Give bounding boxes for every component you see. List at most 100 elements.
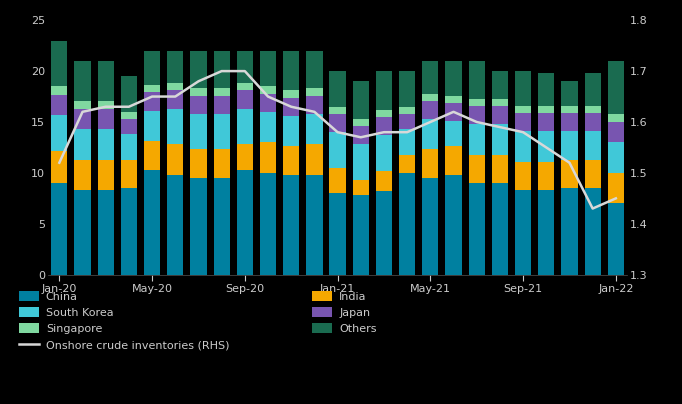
Bar [144, 111, 160, 141]
Bar [515, 71, 531, 106]
Bar [608, 173, 624, 204]
Bar [445, 95, 462, 103]
Bar [376, 117, 392, 135]
Bar [213, 178, 230, 275]
Bar [492, 155, 508, 183]
Bar [353, 119, 369, 126]
Bar [538, 113, 554, 131]
Bar [98, 109, 114, 129]
Bar [584, 73, 601, 106]
Legend: India, Japan, Others: India, Japan, Others [312, 291, 376, 334]
Bar [608, 114, 624, 122]
Bar [306, 114, 323, 144]
Bar [469, 106, 485, 124]
Bar [608, 204, 624, 275]
Bar [306, 88, 323, 95]
Bar [561, 131, 578, 160]
Bar [306, 175, 323, 275]
Bar [353, 180, 369, 195]
Bar [469, 124, 485, 155]
Bar [329, 114, 346, 132]
Bar [445, 61, 462, 95]
Bar [144, 141, 160, 170]
Bar [167, 83, 183, 90]
Bar [283, 51, 299, 90]
Bar [98, 129, 114, 160]
Bar [283, 175, 299, 275]
Bar [51, 40, 68, 86]
Bar [190, 88, 207, 95]
Bar [329, 107, 346, 114]
Bar [98, 160, 114, 190]
Bar [376, 191, 392, 275]
Bar [422, 119, 439, 149]
Bar [376, 71, 392, 110]
Bar [213, 88, 230, 95]
Bar [492, 99, 508, 106]
Bar [167, 144, 183, 175]
Bar [51, 86, 68, 95]
Bar [121, 119, 137, 134]
Bar [584, 113, 601, 131]
Bar [469, 155, 485, 183]
Bar [283, 146, 299, 175]
Bar [74, 129, 91, 160]
Bar [515, 131, 531, 162]
Bar [538, 73, 554, 106]
Bar [190, 51, 207, 88]
Bar [121, 188, 137, 275]
Bar [167, 109, 183, 144]
Bar [376, 110, 392, 117]
Bar [260, 142, 276, 173]
Bar [584, 188, 601, 275]
Bar [422, 178, 439, 275]
Bar [167, 51, 183, 83]
Bar [492, 124, 508, 155]
Bar [74, 109, 91, 129]
Bar [492, 183, 508, 275]
Bar [561, 81, 578, 106]
Bar [584, 106, 601, 113]
Bar [469, 99, 485, 106]
Bar [190, 178, 207, 275]
Bar [445, 103, 462, 121]
Bar [445, 146, 462, 175]
Bar [353, 195, 369, 275]
Bar [98, 190, 114, 275]
Bar [167, 175, 183, 275]
Bar [121, 76, 137, 112]
Bar [329, 168, 346, 193]
Bar [51, 151, 68, 183]
Bar [515, 190, 531, 275]
Bar [515, 162, 531, 190]
Bar [422, 93, 439, 101]
Bar [51, 183, 68, 275]
Bar [144, 85, 160, 93]
Bar [237, 170, 253, 275]
Bar [399, 129, 415, 155]
Bar [283, 98, 299, 116]
Bar [190, 149, 207, 178]
Bar [144, 51, 160, 85]
Bar [422, 61, 439, 93]
Bar [469, 61, 485, 99]
Bar [608, 122, 624, 142]
Bar [538, 162, 554, 190]
Bar [74, 190, 91, 275]
Bar [167, 90, 183, 109]
Bar [538, 190, 554, 275]
Bar [329, 71, 346, 107]
Bar [144, 170, 160, 275]
Bar [469, 183, 485, 275]
Bar [515, 113, 531, 131]
Bar [608, 142, 624, 173]
Bar [260, 93, 276, 112]
Bar [144, 93, 160, 111]
Bar [399, 71, 415, 107]
Bar [237, 90, 253, 109]
Bar [445, 121, 462, 146]
Bar [353, 144, 369, 180]
Bar [237, 109, 253, 144]
Bar [213, 149, 230, 178]
Bar [237, 144, 253, 170]
